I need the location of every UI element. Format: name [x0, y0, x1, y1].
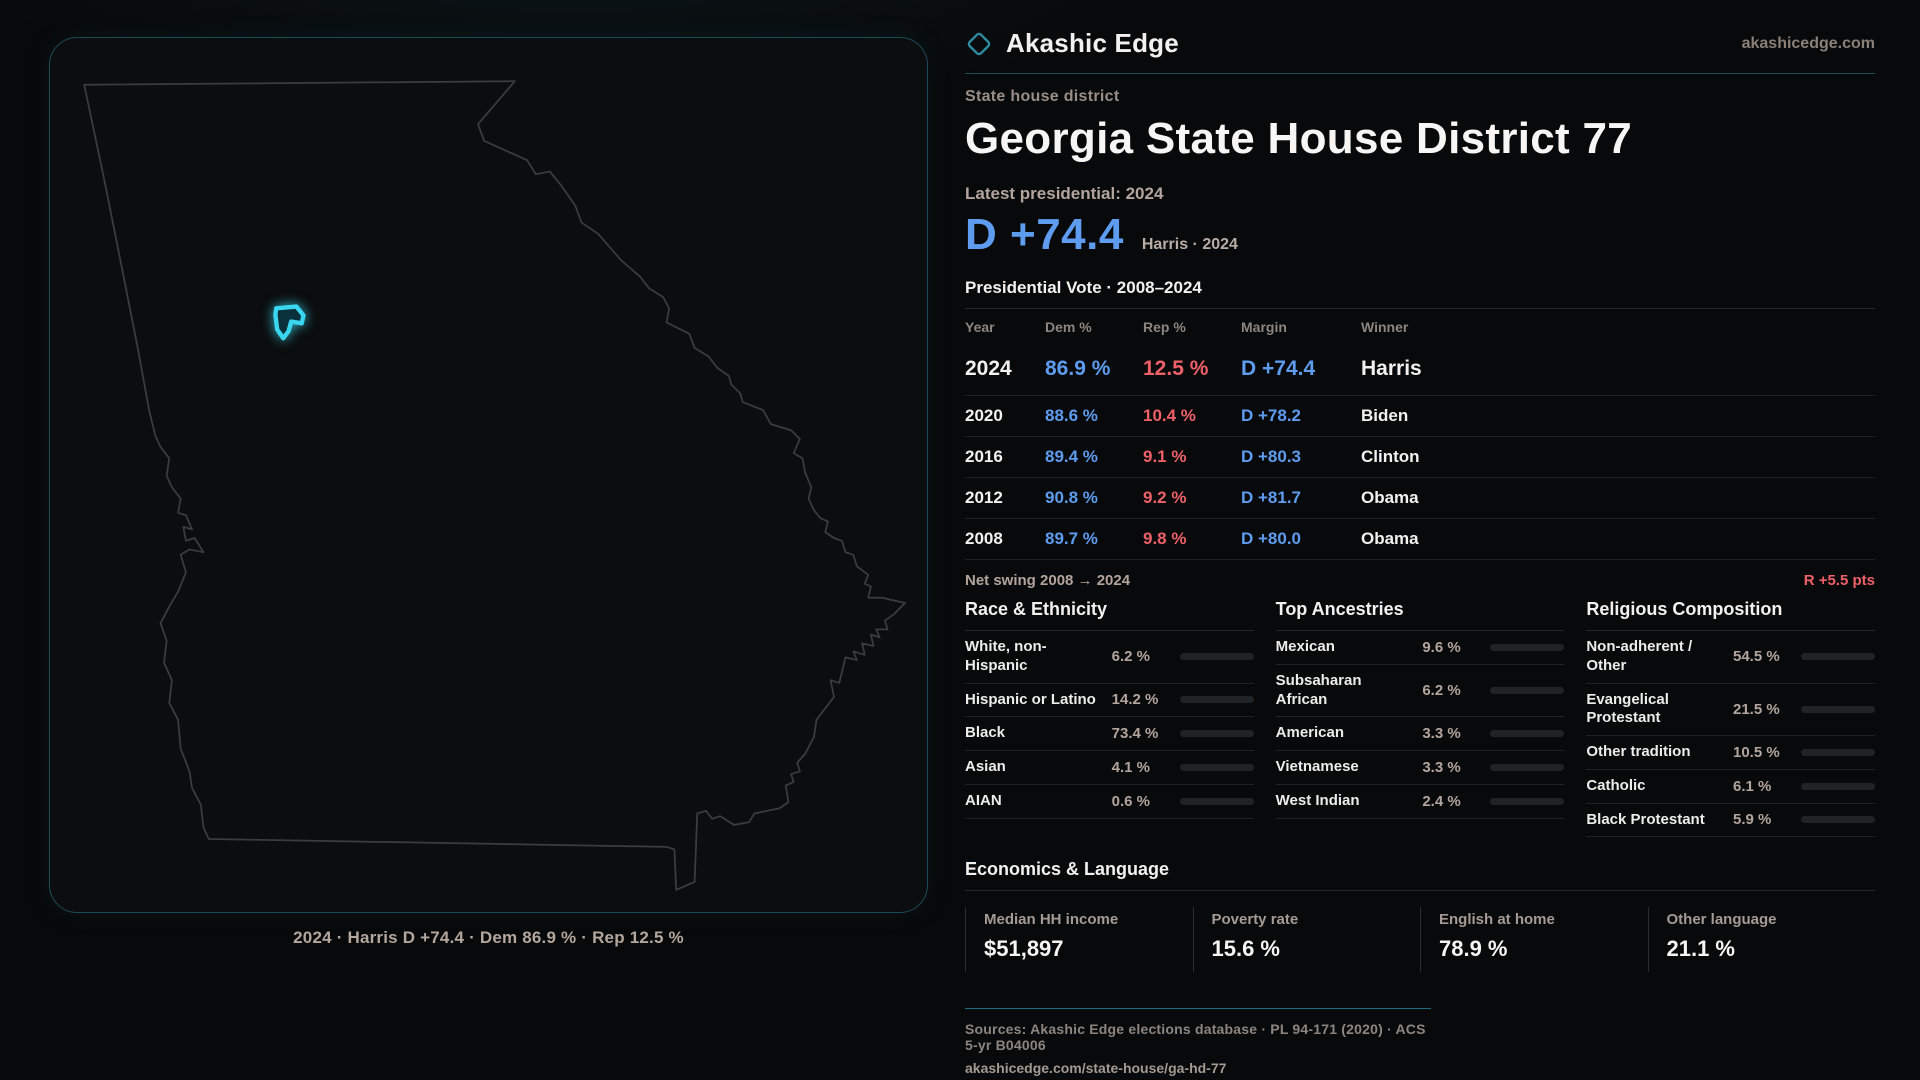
stat-bar: [1179, 797, 1254, 805]
stat-bar: [1490, 797, 1565, 805]
col-rep: Rep %: [1143, 319, 1186, 335]
race-ethnicity-section: Race & Ethnicity White, non-Hispanic 6.2…: [965, 599, 1254, 837]
list-item: White, non-Hispanic 6.2 %: [965, 631, 1254, 684]
district-type-kicker: State house district: [965, 88, 1120, 105]
page-title: Georgia State House District 77: [965, 114, 1633, 163]
stat-bar: [1800, 782, 1875, 790]
brand-diamond-icon: [967, 32, 991, 55]
religion-section: Religious Composition Non-adherent / Oth…: [1586, 599, 1875, 838]
brand-domain-link[interactable]: akashicedge.com: [1741, 34, 1875, 52]
data-panel: Akashic Edge akashicedge.com State house…: [965, 28, 1875, 1078]
district-77-shape[interactable]: [273, 304, 306, 341]
net-swing-row: Net swing 2008 → 2024 R +5.5 pts: [965, 560, 1875, 599]
col-winner: Winner: [1361, 319, 1409, 335]
vote-table: Year Dem % Rep % Margin Winner 2024 86.9…: [965, 309, 1875, 560]
stat-english-at-home: English at home 78.9 %: [1420, 907, 1648, 973]
economics-section: Economics & Language Median HH income $5…: [965, 859, 1876, 973]
table-row: 2016 89.4 % 9.1 % D +80.3 Clinton: [965, 437, 1875, 478]
list-item: Hispanic or Latino 14.2 %: [965, 684, 1254, 718]
table-row: 2012 90.8 % 9.2 % D +81.7 Obama: [965, 478, 1875, 519]
stat-bar: [1800, 653, 1875, 661]
table-row: 2024 86.9 % 12.5 % D +74.4 Harris: [965, 343, 1875, 396]
ancestries-section: Top Ancestries Mexican 9.6 % Subsaharan …: [1275, 599, 1565, 837]
stat-other-language: Other language 21.1 %: [1647, 907, 1876, 973]
brand-name: Akashic Edge: [1006, 28, 1179, 58]
stat-bar: [1179, 653, 1254, 661]
col-margin: Margin: [1241, 319, 1287, 335]
latest-presidential-label: Latest presidential: 2024: [965, 184, 1164, 203]
brand-header: Akashic Edge akashicedge.com: [965, 28, 1875, 74]
stat-bar: [1179, 730, 1254, 738]
economics-section-title: Economics & Language: [965, 859, 1875, 892]
race-section-title: Race & Ethnicity: [965, 599, 1254, 631]
stat-bar: [1800, 816, 1875, 824]
list-item: Catholic 6.1 %: [1586, 770, 1875, 804]
list-item: American 3.3 %: [1275, 717, 1565, 751]
georgia-map[interactable]: [50, 38, 927, 912]
stat-median-hh-income: Median HH income $51,897: [965, 907, 1193, 973]
stat-bar: [1800, 748, 1875, 756]
stat-bar: [1490, 730, 1565, 738]
stat-bar: [1800, 705, 1875, 713]
stat-bar: [1490, 687, 1565, 694]
table-row: 2008 89.7 % 9.8 % D +80.0 Obama: [965, 519, 1875, 560]
list-item: Black 73.4 %: [965, 717, 1254, 751]
col-dem: Dem %: [1045, 319, 1092, 335]
list-item: AIAN 0.6 %: [965, 785, 1254, 819]
religion-section-title: Religious Composition: [1586, 599, 1875, 631]
stat-bar: [1490, 643, 1565, 651]
permalink[interactable]: akashicedge.com/state-house/ga-hd-77: [965, 1060, 1227, 1077]
georgia-state-outline: [83, 80, 906, 891]
list-item: Asian 4.1 %: [965, 751, 1254, 785]
demographics-grid: Race & Ethnicity White, non-Hispanic 6.2…: [965, 599, 1875, 838]
table-row: 2020 88.6 % 10.4 % D +78.2 Biden: [965, 396, 1875, 437]
list-item: Evangelical Protestant 21.5 %: [1586, 684, 1875, 736]
stat-bar: [1179, 763, 1254, 771]
sources-footer: Sources: Akashic Edge elections database…: [965, 1008, 1431, 1078]
net-swing-label: Net swing 2008 → 2024: [965, 572, 1131, 589]
list-item: Vietnamese 3.3 %: [1275, 751, 1565, 785]
list-item: Mexican 9.6 %: [1275, 631, 1565, 665]
stat-poverty-rate: Poverty rate 15.6 %: [1192, 907, 1421, 973]
headline-margin-block: D +74.4 Harris · 2024: [965, 210, 1875, 260]
col-year: Year: [965, 319, 995, 335]
vote-table-title: Presidential Vote · 2008–2024: [965, 278, 1875, 309]
list-item: Other tradition 10.5 %: [1586, 736, 1875, 770]
stat-bar: [1490, 763, 1565, 771]
economics-stats: Median HH income $51,897 Poverty rate 15…: [965, 907, 1876, 973]
ancestries-section-title: Top Ancestries: [1275, 599, 1565, 631]
list-item: Non-adherent / Other 54.5 %: [1586, 631, 1875, 684]
list-item: Subsaharan African 6.2 %: [1275, 665, 1565, 718]
headline-margin-value: D +74.4: [965, 210, 1124, 259]
list-item: West Indian 2.4 %: [1275, 785, 1565, 819]
headline-margin-detail: Harris · 2024: [1141, 236, 1238, 253]
district-map-panel[interactable]: [49, 37, 928, 913]
sources-text: Sources: Akashic Edge elections database…: [965, 1021, 1426, 1054]
list-item: Black Protestant 5.9 %: [1586, 804, 1875, 838]
net-swing-value: R +5.5 pts: [1803, 572, 1875, 589]
vote-table-header-row: Year Dem % Rep % Margin Winner: [965, 309, 1875, 343]
map-caption: 2024 · Harris D +74.4 · Dem 86.9 % · Rep…: [293, 928, 684, 947]
stat-bar: [1179, 696, 1254, 704]
brand: Akashic Edge: [965, 28, 1179, 59]
